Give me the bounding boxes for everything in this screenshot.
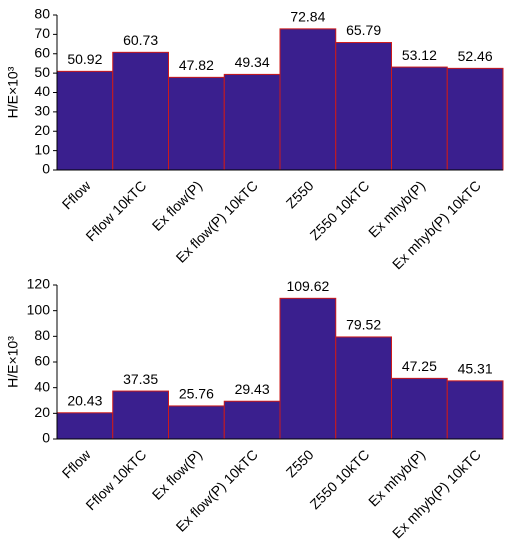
bar xyxy=(391,66,448,171)
value-label: 53.12 xyxy=(402,47,437,63)
bar xyxy=(223,400,281,440)
x-tick-label: Z550 xyxy=(283,446,317,480)
y-tick-label: 20 xyxy=(34,122,50,138)
x-tick-label: Ex flow(P) xyxy=(149,177,205,233)
bar xyxy=(112,390,169,440)
bar xyxy=(335,336,392,440)
y-tick-label: 80 xyxy=(34,6,50,22)
y-tick-label: 30 xyxy=(34,103,50,119)
bar xyxy=(446,380,504,440)
x-tick-label: Ex flow(P) xyxy=(149,446,205,502)
bar xyxy=(223,73,281,171)
value-label: 45.31 xyxy=(458,361,493,377)
value-label: 29.43 xyxy=(235,381,270,397)
value-label: 47.25 xyxy=(402,358,437,374)
y-tick-label: 20 xyxy=(34,404,50,420)
value-label: 50.92 xyxy=(67,51,102,67)
bar xyxy=(279,297,337,440)
x-tick-label: Z550 10kTC xyxy=(307,177,373,243)
bar xyxy=(168,405,225,440)
bar xyxy=(168,76,225,171)
y-tick-label: 0 xyxy=(42,430,50,446)
value-label: 109.62 xyxy=(286,278,329,294)
y-tick-label: 10 xyxy=(34,141,50,157)
value-label: 37.35 xyxy=(123,371,158,387)
y-tick-label: 70 xyxy=(34,25,50,41)
bar xyxy=(446,67,504,171)
y-tick-label: 100 xyxy=(27,301,51,317)
y-axis-label: H/E×10³ xyxy=(5,66,21,118)
x-tick-label: Fflow xyxy=(59,177,95,213)
y-axis-label: H/E×10³ xyxy=(5,336,21,388)
value-label: 47.82 xyxy=(179,57,214,73)
bar xyxy=(56,70,114,171)
bar xyxy=(335,42,392,171)
value-label: 20.43 xyxy=(67,392,102,408)
x-tick-label: Z550 10kTC xyxy=(307,446,373,512)
value-label: 60.73 xyxy=(123,32,158,48)
y-tick-label: 120 xyxy=(27,276,51,292)
value-label: 52.46 xyxy=(458,48,493,64)
y-tick-label: 40 xyxy=(34,83,50,99)
y-tick-label: 40 xyxy=(34,378,50,394)
y-tick-label: 60 xyxy=(34,44,50,60)
value-label: 79.52 xyxy=(346,317,381,333)
bar xyxy=(112,51,169,171)
bar xyxy=(391,377,448,440)
value-label: 25.76 xyxy=(179,386,214,402)
value-label: 72.84 xyxy=(290,9,325,25)
x-tick-label: Z550 xyxy=(283,177,317,211)
y-tick-label: 0 xyxy=(42,161,50,177)
value-label: 65.79 xyxy=(346,22,381,38)
bar xyxy=(56,412,114,440)
y-tick-label: 50 xyxy=(34,64,50,80)
y-tick-label: 60 xyxy=(34,353,50,369)
x-tick-label: Fflow 10kTC xyxy=(82,177,149,244)
bar xyxy=(279,28,337,171)
y-tick-label: 80 xyxy=(34,327,50,343)
x-tick-label: Fflow 10kTC xyxy=(82,446,149,513)
x-tick-label: Fflow xyxy=(59,446,95,482)
value-label: 49.34 xyxy=(235,54,270,70)
